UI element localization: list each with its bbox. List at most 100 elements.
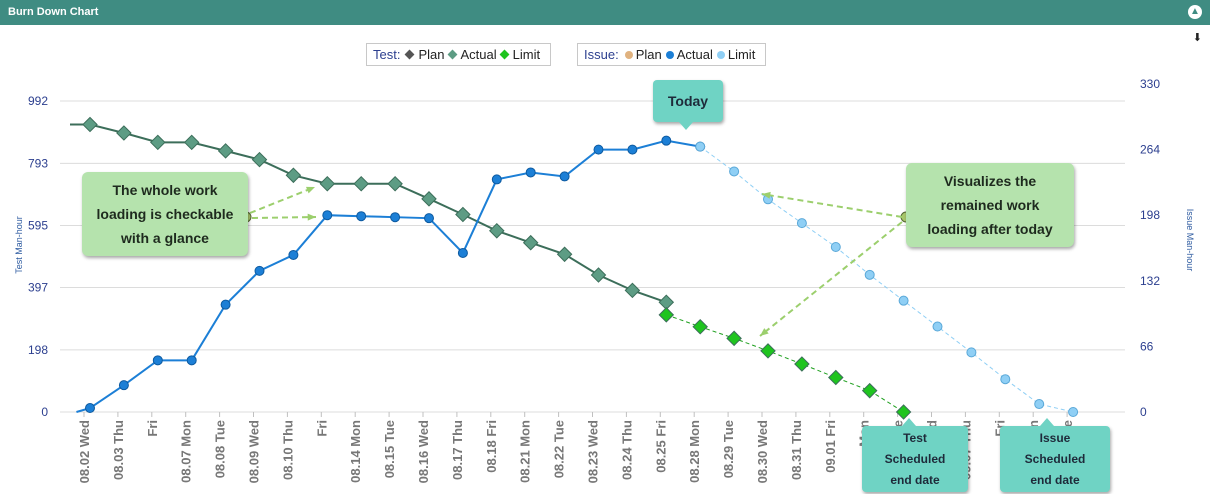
x-tick-label: 08.23 Wed	[586, 420, 601, 483]
x-tick-label: 08.02 Wed	[77, 420, 92, 483]
issue-limit-point	[864, 269, 875, 280]
y-left-tick-label: 397	[28, 281, 48, 295]
y-right-tick-label: 132	[1140, 274, 1160, 288]
test-limit-point	[692, 318, 708, 335]
diamond-icon	[447, 49, 457, 60]
legend-issue-title: Issue:	[584, 47, 619, 62]
test-actual-point	[319, 175, 336, 192]
x-tick-label: 08.08 Tue	[213, 420, 228, 478]
x-tick-label: 08.14 Mon	[348, 420, 363, 483]
issue-limit-point	[796, 218, 807, 229]
test-actual-point	[251, 151, 268, 168]
legend-test-limit[interactable]: Limit	[499, 47, 540, 62]
issue-actual-point	[118, 380, 129, 391]
issue-actual-point	[593, 144, 604, 155]
test-actual-point	[658, 294, 675, 311]
legend-test-plan[interactable]: Plan	[405, 47, 445, 62]
test-actual-point	[82, 116, 98, 133]
panel-titlebar: Burn Down Chart ▲	[0, 0, 1210, 25]
download-icon[interactable]: ⬇	[1192, 32, 1202, 44]
legend-issue-limit[interactable]: Limit	[716, 47, 755, 62]
issue-actual-point	[424, 213, 434, 224]
issue-limit-point	[932, 321, 943, 332]
issue-limit-point	[1068, 407, 1079, 417]
issue-limit-point	[729, 166, 740, 177]
y-left-tick-label: 793	[28, 156, 48, 170]
arrow-right-upper-head	[762, 191, 771, 199]
x-tick-label: 08.30 Wed	[755, 420, 770, 483]
issue-actual-line	[76, 139, 701, 413]
x-tick-label: Fri	[145, 420, 160, 437]
issue-actual-point	[525, 167, 536, 178]
issue-actual-point	[186, 355, 197, 366]
issue-limit-point	[695, 141, 706, 152]
test-limit-point	[760, 343, 776, 359]
test-actual-point	[489, 223, 505, 239]
x-tick-label: 08.28 Mon	[687, 420, 702, 483]
test-actual-point	[387, 175, 403, 192]
today-callout: Today	[653, 80, 723, 130]
x-tick-label: Fri	[314, 420, 329, 437]
test-limit-point	[658, 307, 675, 323]
y-left-tick-label: 992	[28, 94, 48, 108]
x-tick-label: 09.01 Fri	[823, 420, 838, 473]
burn-down-chart: 0 198 397 595 793 992 0 66 132 198 264 330 Test Man-…	[14, 77, 1195, 483]
y-left-tick-label: 198	[28, 343, 48, 357]
test-actual-point	[590, 267, 607, 283]
x-tick-label: 08.31 Thu	[789, 420, 804, 480]
test-end-callout: Test Scheduled end date	[862, 418, 968, 492]
arrow-left-lower-head	[307, 213, 316, 221]
diamond-icon	[499, 49, 510, 60]
issue-actual-point	[254, 265, 265, 276]
x-tick-label: 08.16 Wed	[416, 420, 431, 483]
circle-icon	[665, 50, 674, 59]
arrow-left-lower	[251, 216, 317, 219]
y-left-tick-label: 595	[28, 218, 48, 232]
x-tick-label: 08.07 Mon	[179, 420, 194, 483]
chevron-up-icon[interactable]: ▲	[1188, 5, 1202, 19]
y-right-axis-title: Issue Man-hour	[1185, 209, 1195, 272]
test-actual-point	[285, 167, 302, 184]
panel-title: Burn Down Chart	[8, 6, 99, 18]
arrow-right-upper	[761, 193, 903, 218]
legend-test: Test: Plan Actual Limit	[366, 43, 552, 66]
x-tick-label: 08.25 Fri	[653, 420, 668, 473]
test-limit-line	[666, 314, 904, 413]
note-whole-work: The whole work loading is checkable with…	[82, 172, 248, 256]
x-tick-label: 08.29 Tue	[721, 420, 736, 478]
diamond-icon	[405, 49, 415, 60]
legend-test-actual[interactable]: Actual	[447, 47, 497, 62]
circle-icon	[716, 50, 725, 59]
legend-issue: Issue: Plan Actual Limit	[577, 43, 767, 66]
x-tick-label: 08.17 Thu	[450, 420, 465, 480]
issue-actual-point	[559, 171, 570, 182]
x-tick-label: 08.09 Wed	[247, 420, 262, 483]
issue-actual-point	[491, 174, 502, 185]
legend-test-title: Test:	[373, 47, 401, 62]
y-right-tick-label: 66	[1140, 339, 1154, 353]
issue-limit-point	[1000, 374, 1011, 385]
x-tick-label: 08.15 Tue	[382, 420, 397, 478]
legend-issue-plan[interactable]: Plan	[624, 47, 662, 62]
issue-actual-point	[152, 355, 163, 366]
issue-actual-point	[390, 212, 401, 223]
x-tick-label: 08.22 Tue	[552, 420, 567, 478]
x-tick-label: 08.10 Thu	[280, 420, 295, 480]
x-tick-label: 08.21 Mon	[518, 420, 533, 483]
test-actual-point	[116, 125, 132, 141]
issue-actual-point	[356, 211, 367, 222]
y-left-tick-label: 0	[41, 405, 48, 419]
issue-limit-point	[830, 242, 841, 253]
arrow-left-upper	[249, 186, 316, 214]
issue-actual-point	[220, 299, 231, 310]
legend-issue-actual[interactable]: Actual	[665, 47, 713, 62]
x-tick-label: 08.03 Thu	[111, 420, 126, 480]
issue-actual-point	[288, 249, 299, 260]
test-actual-point	[556, 246, 573, 263]
test-actual-point	[353, 175, 369, 192]
issue-actual-point	[85, 403, 95, 414]
arrow-right-lower-head	[760, 328, 769, 336]
test-actual-point	[455, 206, 471, 223]
issue-actual-point	[322, 210, 333, 221]
issue-limit-point	[1034, 399, 1045, 410]
